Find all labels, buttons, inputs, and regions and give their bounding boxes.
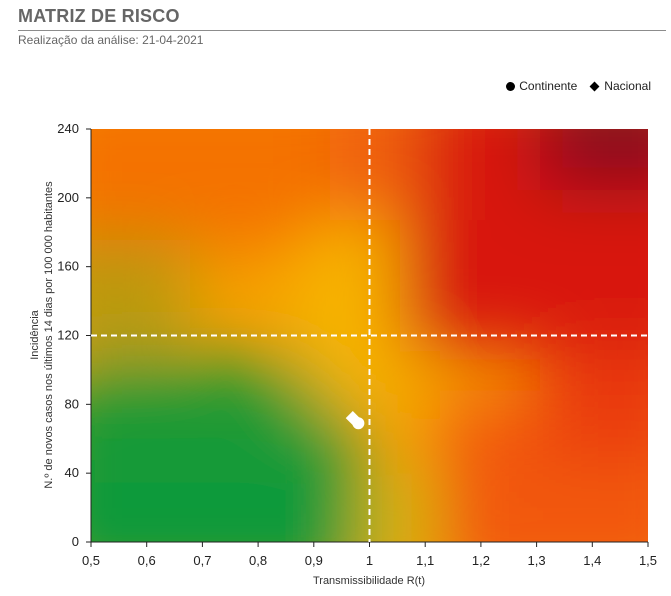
y-tick-label: 120 xyxy=(57,328,79,343)
x-tick-label: 0,5 xyxy=(82,553,100,568)
y-tick-label: 240 xyxy=(57,121,79,136)
x-tick-label: 1,1 xyxy=(416,553,434,568)
analysis-date: Realização da análise: 21-04-2021 xyxy=(18,33,204,47)
chart-legend: Continente Nacional xyxy=(506,79,651,93)
y-tick-label: 200 xyxy=(57,190,79,205)
y-axis-title-line1: Incidência xyxy=(29,309,41,359)
legend-label-continente: Continente xyxy=(519,79,578,93)
x-tick-label: 0,9 xyxy=(305,553,323,568)
y-tick-label: 0 xyxy=(72,534,79,549)
title-divider xyxy=(18,30,666,31)
x-axis-ticks: 0,5 0,6 0,7 0,8 0,9 1 1,1 1,2 1,3 1,4 1,5 xyxy=(82,542,657,568)
x-tick-label: 0,7 xyxy=(193,553,211,568)
heat-zone-olive-left xyxy=(91,240,190,350)
legend-entry-nacional: Nacional xyxy=(589,79,651,93)
x-tick-label: 1,4 xyxy=(583,553,601,568)
heat-zone-orange-top-mid xyxy=(330,129,420,220)
y-axis-ticks: 0 40 80 120 160 200 240 xyxy=(57,121,91,549)
page-title: MATRIZ DE RISCO xyxy=(18,6,180,26)
y-tick-label: 80 xyxy=(65,396,79,411)
legend-entry-continente: Continente xyxy=(506,79,577,93)
x-tick-label: 0,8 xyxy=(249,553,267,568)
x-tick-label: 1,5 xyxy=(639,553,657,568)
x-tick-label: 0,6 xyxy=(138,553,156,568)
x-axis-title: Transmissibilidade R(t) xyxy=(313,575,425,587)
point-nacional xyxy=(345,411,360,426)
x-tick-label: 1,3 xyxy=(528,553,546,568)
y-tick-label: 40 xyxy=(65,465,79,480)
heat-zone-yellow-bottom xyxy=(365,470,435,542)
data-points xyxy=(345,411,365,430)
x-tick-label: 1 xyxy=(366,553,373,568)
legend-label-nacional: Nacional xyxy=(604,79,651,93)
chart-header: MATRIZ DE RISCO Realização da análise: 2… xyxy=(18,6,666,56)
heat-zone-red-right xyxy=(540,340,648,460)
heat-zone-orange-top-left xyxy=(91,129,340,250)
heat-zone-darkred-corner xyxy=(540,129,648,190)
heat-zone-yellow-center xyxy=(290,200,430,420)
y-axis-title-line2: N.º de novos casos nos últimos 14 dias p… xyxy=(43,181,55,489)
heat-zone-red-top-right xyxy=(400,129,648,350)
heat-zone-green-mid xyxy=(91,360,310,460)
circle-marker-icon xyxy=(506,81,516,91)
heatmap-blend xyxy=(91,129,648,542)
y-tick-label: 160 xyxy=(57,259,79,274)
x-tick-label: 1,2 xyxy=(472,553,490,568)
